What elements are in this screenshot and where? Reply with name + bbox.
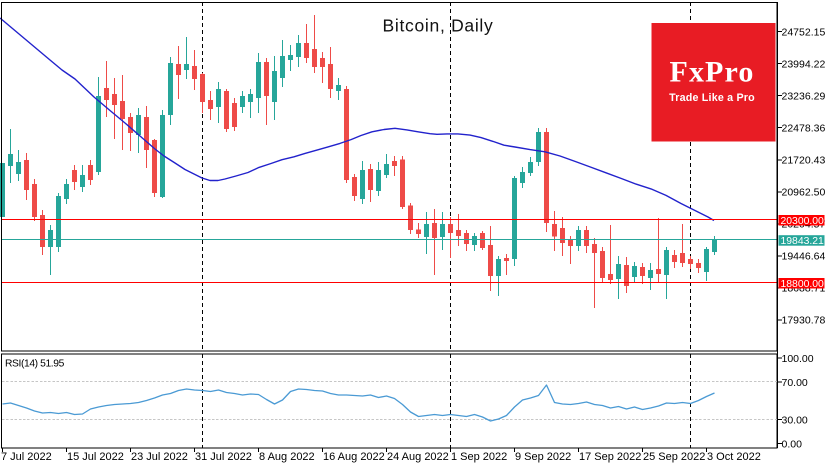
svg-text:9 Sep 2022: 9 Sep 2022	[515, 451, 571, 463]
svg-text:24752.15: 24752.15	[782, 26, 826, 38]
svg-text:8 Aug 2022: 8 Aug 2022	[259, 451, 315, 463]
svg-text:20962.50: 20962.50	[782, 187, 826, 199]
svg-text:3 Oct 2022: 3 Oct 2022	[707, 451, 761, 463]
svg-text:23236.29: 23236.29	[782, 91, 826, 103]
svg-text:RSI(14) 51.95: RSI(14) 51.95	[5, 359, 65, 370]
svg-text:30.00: 30.00	[782, 414, 808, 426]
svg-text:100.00: 100.00	[782, 353, 814, 365]
svg-text:31 Jul 2022: 31 Jul 2022	[195, 451, 252, 463]
svg-text:15 Jul 2022: 15 Jul 2022	[67, 451, 124, 463]
svg-text:25 Sep 2022: 25 Sep 2022	[643, 451, 705, 463]
svg-text:19446.64: 19446.64	[782, 251, 826, 263]
svg-text:23 Jul 2022: 23 Jul 2022	[131, 451, 188, 463]
svg-text:23994.22: 23994.22	[782, 59, 826, 71]
svg-text:20300.00: 20300.00	[781, 216, 825, 227]
svg-text:17 Sep 2022: 17 Sep 2022	[579, 451, 641, 463]
svg-text:16 Aug 2022: 16 Aug 2022	[323, 451, 385, 463]
svg-text:19843.21: 19843.21	[781, 236, 825, 247]
svg-text:17930.78: 17930.78	[782, 315, 826, 327]
svg-text:24 Aug 2022: 24 Aug 2022	[387, 451, 449, 463]
svg-text:FxPro: FxPro	[670, 56, 755, 89]
svg-text:Trade Like a Pro: Trade Like a Pro	[669, 92, 755, 104]
svg-text:21720.43: 21720.43	[782, 155, 826, 167]
svg-text:18800.00: 18800.00	[781, 279, 825, 290]
svg-text:1 Sep 2022: 1 Sep 2022	[451, 451, 507, 463]
svg-text:7 Jul 2022: 7 Jul 2022	[1, 451, 52, 463]
svg-text:0.00: 0.00	[782, 438, 803, 450]
svg-text:Bitcoin, Daily: Bitcoin, Daily	[383, 16, 494, 36]
svg-text:70.00: 70.00	[782, 377, 808, 389]
svg-text:22478.36: 22478.36	[782, 123, 826, 135]
